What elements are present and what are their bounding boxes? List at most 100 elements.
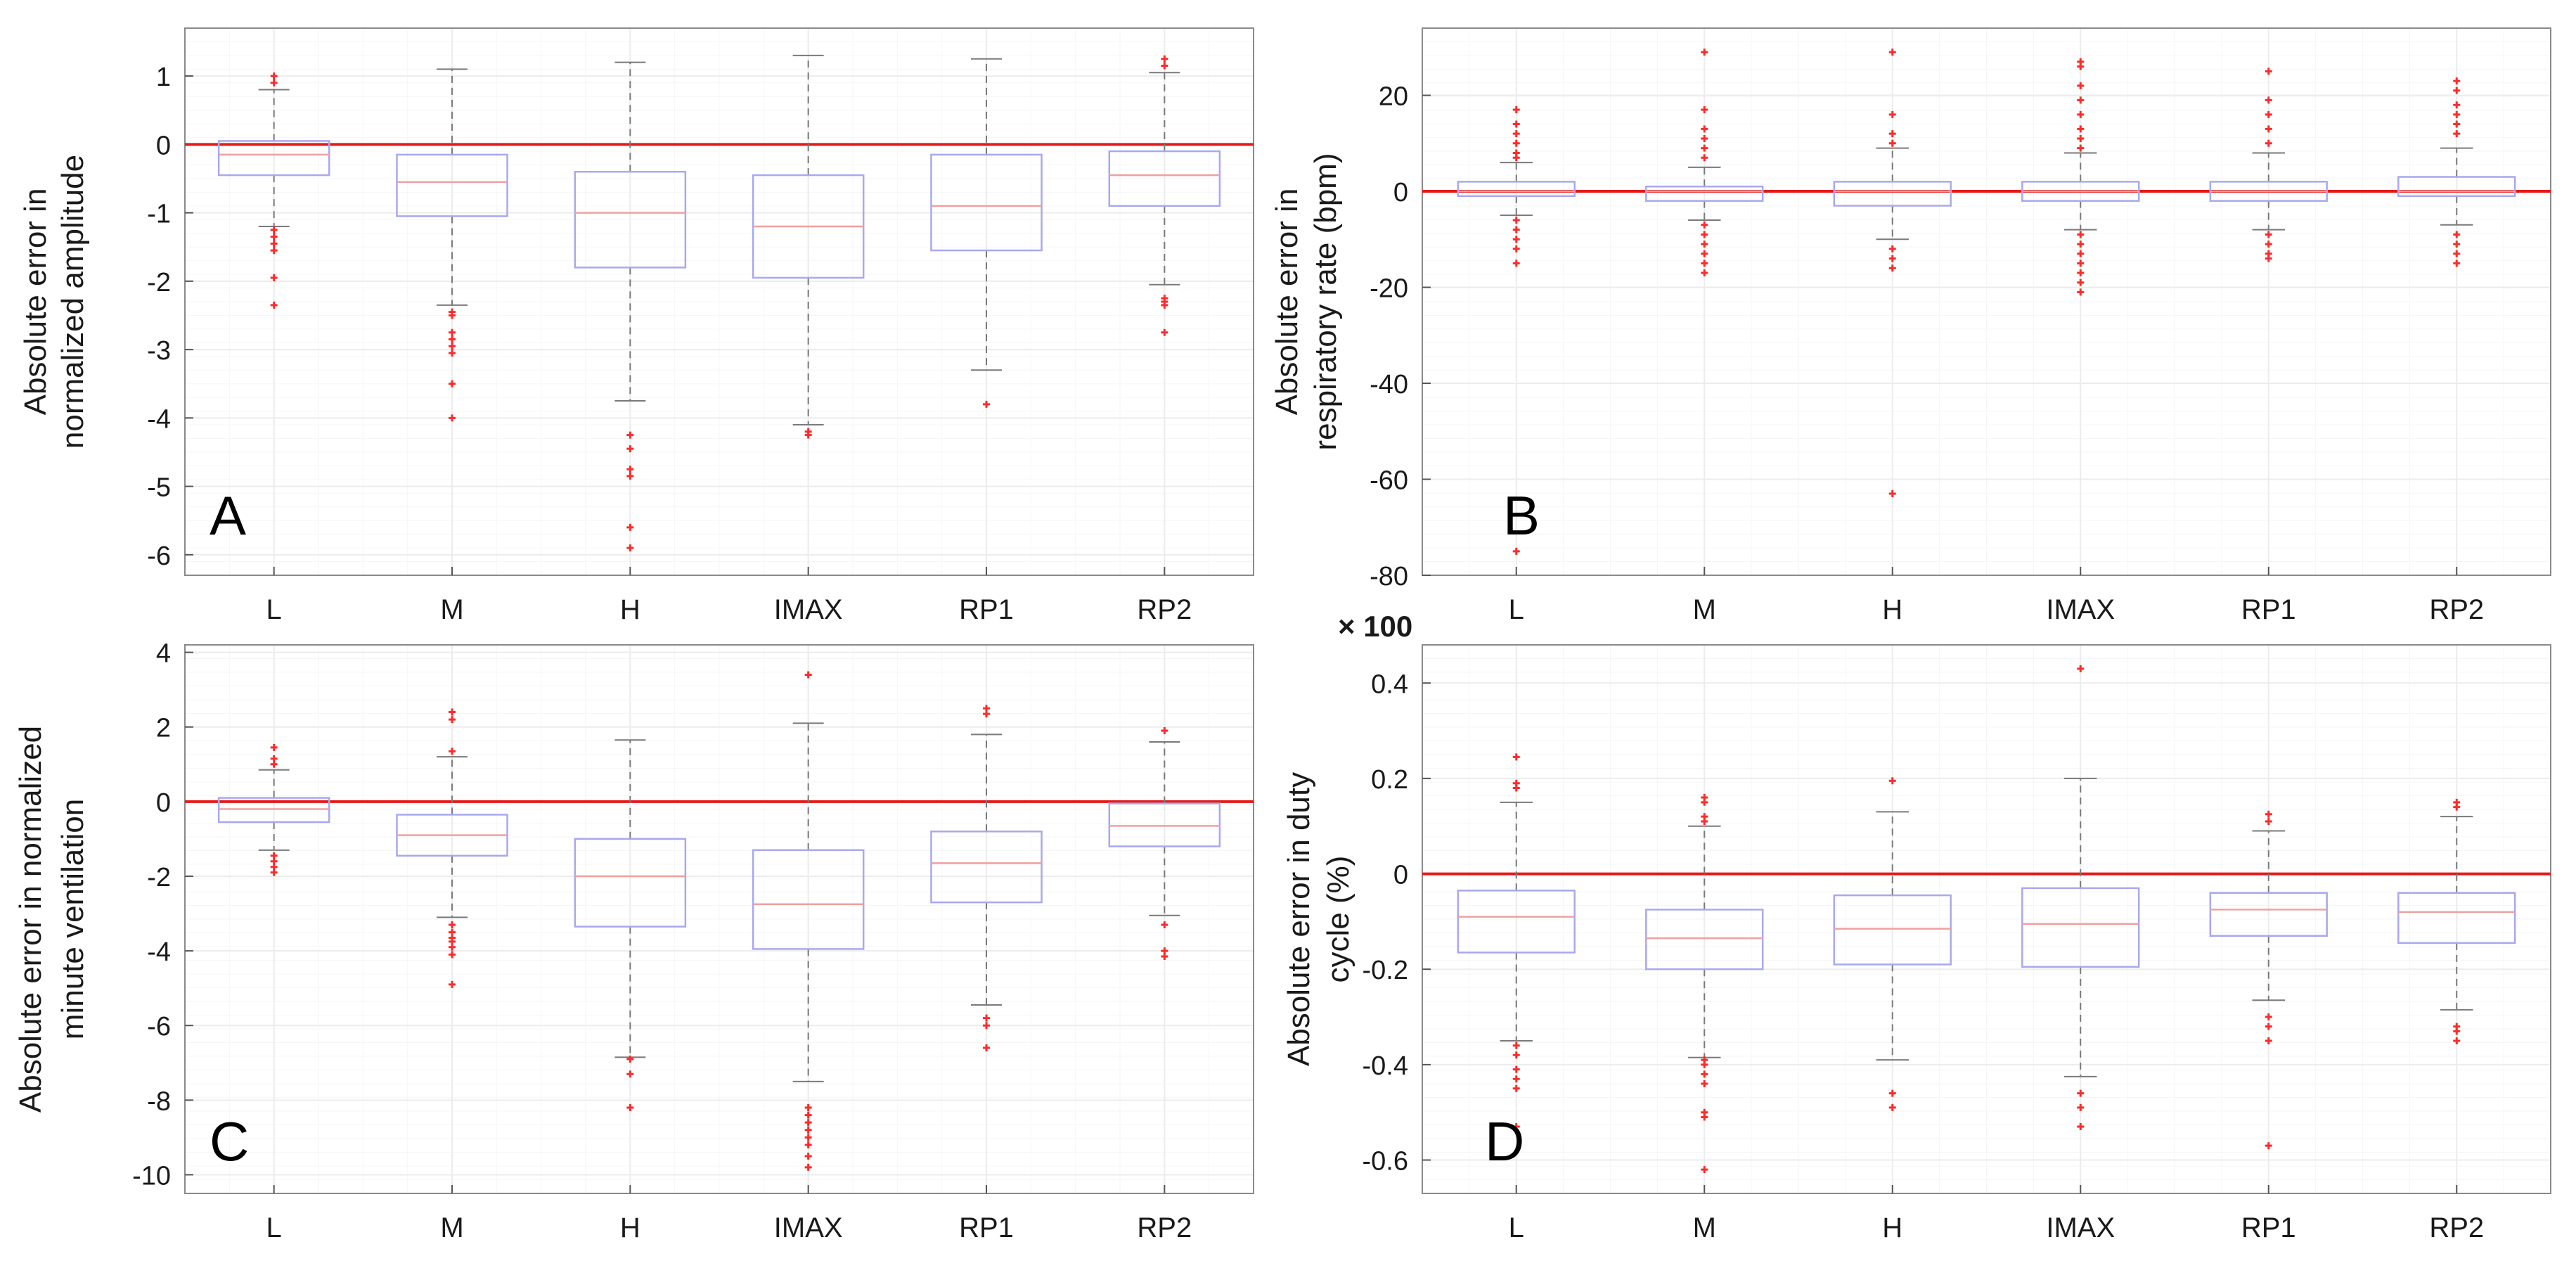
- outlier-point: [2077, 231, 2085, 238]
- outlier-point: [1512, 1051, 1520, 1059]
- x-tick-label: RP2: [2429, 594, 2484, 625]
- outlier-point: [2453, 1037, 2461, 1044]
- outlier-point: [1512, 784, 1520, 792]
- outlier-point: [804, 1126, 812, 1134]
- outlier-point: [270, 743, 278, 751]
- outlier-point: [2265, 125, 2272, 133]
- outlier-point: [1888, 130, 1896, 138]
- outlier-point: [2265, 817, 2272, 825]
- outlier-point: [626, 472, 634, 480]
- outlier-point: [804, 1163, 812, 1171]
- outlier-point: [1512, 106, 1520, 114]
- outlier-point: [2077, 250, 2085, 257]
- box-m: [1645, 794, 1764, 1174]
- outlier-point: [270, 760, 278, 768]
- outlier-point: [2077, 1089, 2085, 1097]
- panel-b: 20 0 -20 -40 -60 -80 L M H IMAX RP1 RP2 Absolute err…: [1270, 27, 2551, 625]
- outlier-point: [2453, 260, 2461, 267]
- outlier-point: [1512, 154, 1520, 162]
- outlier-point: [804, 1103, 812, 1111]
- outlier-point: [983, 710, 990, 718]
- outlier-point: [449, 414, 456, 422]
- box-rp1: [930, 58, 1043, 408]
- y-axis-label: cycle (%): [1321, 856, 1355, 983]
- outlier-point: [1701, 154, 1708, 162]
- outlier-point: [1161, 301, 1168, 309]
- outlier-point: [1701, 106, 1708, 114]
- outlier-point: [270, 226, 278, 233]
- outlier-point: [2077, 278, 2085, 286]
- x-tick-label: IMAX: [2046, 594, 2115, 625]
- y-axis-label: respiratory rate (bpm): [1308, 153, 1343, 450]
- x-tick-label: L: [266, 1212, 282, 1243]
- y-axis-label: Absolute error in: [1270, 188, 1304, 416]
- outlier-point: [449, 921, 456, 928]
- x-tick-label: RP1: [2241, 594, 2296, 625]
- y-tick-label: -4: [147, 404, 171, 434]
- x-tick-label: H: [620, 1212, 640, 1243]
- outlier-point: [2077, 260, 2085, 267]
- iqr-box: [1108, 802, 1221, 847]
- outlier-point: [1161, 921, 1168, 928]
- x-tick-label: H: [620, 594, 640, 625]
- y-tick-label: -2: [147, 863, 171, 892]
- outlier-point: [270, 247, 278, 255]
- outlier-point: [2077, 144, 2085, 152]
- y-tick-label: -1: [147, 200, 171, 229]
- outlier-point: [626, 1070, 634, 1078]
- outlier-point: [1701, 241, 1708, 248]
- outlier-point: [1888, 264, 1896, 272]
- outlier-point: [1161, 953, 1168, 961]
- outlier-point: [1512, 753, 1520, 761]
- exponent-label: × 100: [1338, 610, 1412, 643]
- outlier-point: [1161, 62, 1168, 70]
- iqr-box: [2209, 892, 2328, 937]
- outlier-point: [1701, 125, 1708, 133]
- x-tick-label: L: [1509, 1212, 1524, 1243]
- outlier-point: [1701, 134, 1708, 142]
- outlier-point: [1701, 1061, 1708, 1068]
- outlier-point: [1701, 1113, 1708, 1121]
- outlier-point: [804, 431, 812, 439]
- outlier-point: [1512, 216, 1520, 224]
- outlier-point: [2265, 1037, 2272, 1044]
- outlier-point: [2077, 288, 2085, 296]
- x-tick-label: L: [1509, 594, 1524, 625]
- y-tick-label: 0.4: [1371, 669, 1408, 699]
- iqr-box: [1457, 890, 1576, 954]
- outlier-point: [1888, 49, 1896, 56]
- iqr-box: [1457, 181, 1576, 198]
- axes-frame: [1422, 27, 2551, 576]
- outlier-point: [626, 466, 634, 473]
- outlier-point: [804, 1119, 812, 1127]
- outlier-point: [449, 349, 456, 357]
- x-tick-label: M: [1693, 594, 1716, 625]
- outlier-point: [2077, 110, 2085, 118]
- outlier-point: [1512, 1042, 1520, 1049]
- panel-d: 0.4 0.2 0 -0.2 -0.4 -0.6 L M H IMAX RP1 RP2 Absolute…: [1282, 610, 2551, 1243]
- outlier-point: [2453, 803, 2461, 811]
- outlier-point: [626, 523, 634, 531]
- box-rp1: [2209, 68, 2328, 262]
- outlier-point: [1512, 120, 1520, 128]
- outlier-point: [2077, 1123, 2085, 1131]
- x-tick-label: IMAX: [2046, 1212, 2115, 1243]
- outlier-point: [1701, 1080, 1708, 1087]
- y-axis-label: minute ventilation: [56, 799, 90, 1039]
- outlier-point: [1701, 49, 1708, 56]
- panel-a: 1 0 -1 -2 -3 -4 -5 -6 L M H IMAX RP1 RP2 Absolute erro…: [18, 27, 1254, 625]
- outlier-point: [2265, 139, 2272, 147]
- box-l: [217, 72, 330, 309]
- x-tick-label: L: [266, 594, 282, 625]
- outlier-point: [1888, 1103, 1896, 1111]
- outlier-point: [1701, 817, 1708, 825]
- y-tick-label: 0: [1393, 861, 1408, 890]
- outlier-point: [2265, 231, 2272, 238]
- outlier-point: [2453, 77, 2461, 85]
- iqr-box: [574, 170, 687, 269]
- x-tick-label: RP2: [1137, 1212, 1192, 1243]
- outlier-point: [449, 943, 456, 951]
- outlier-point: [626, 1103, 634, 1111]
- box-imax: [752, 671, 865, 1171]
